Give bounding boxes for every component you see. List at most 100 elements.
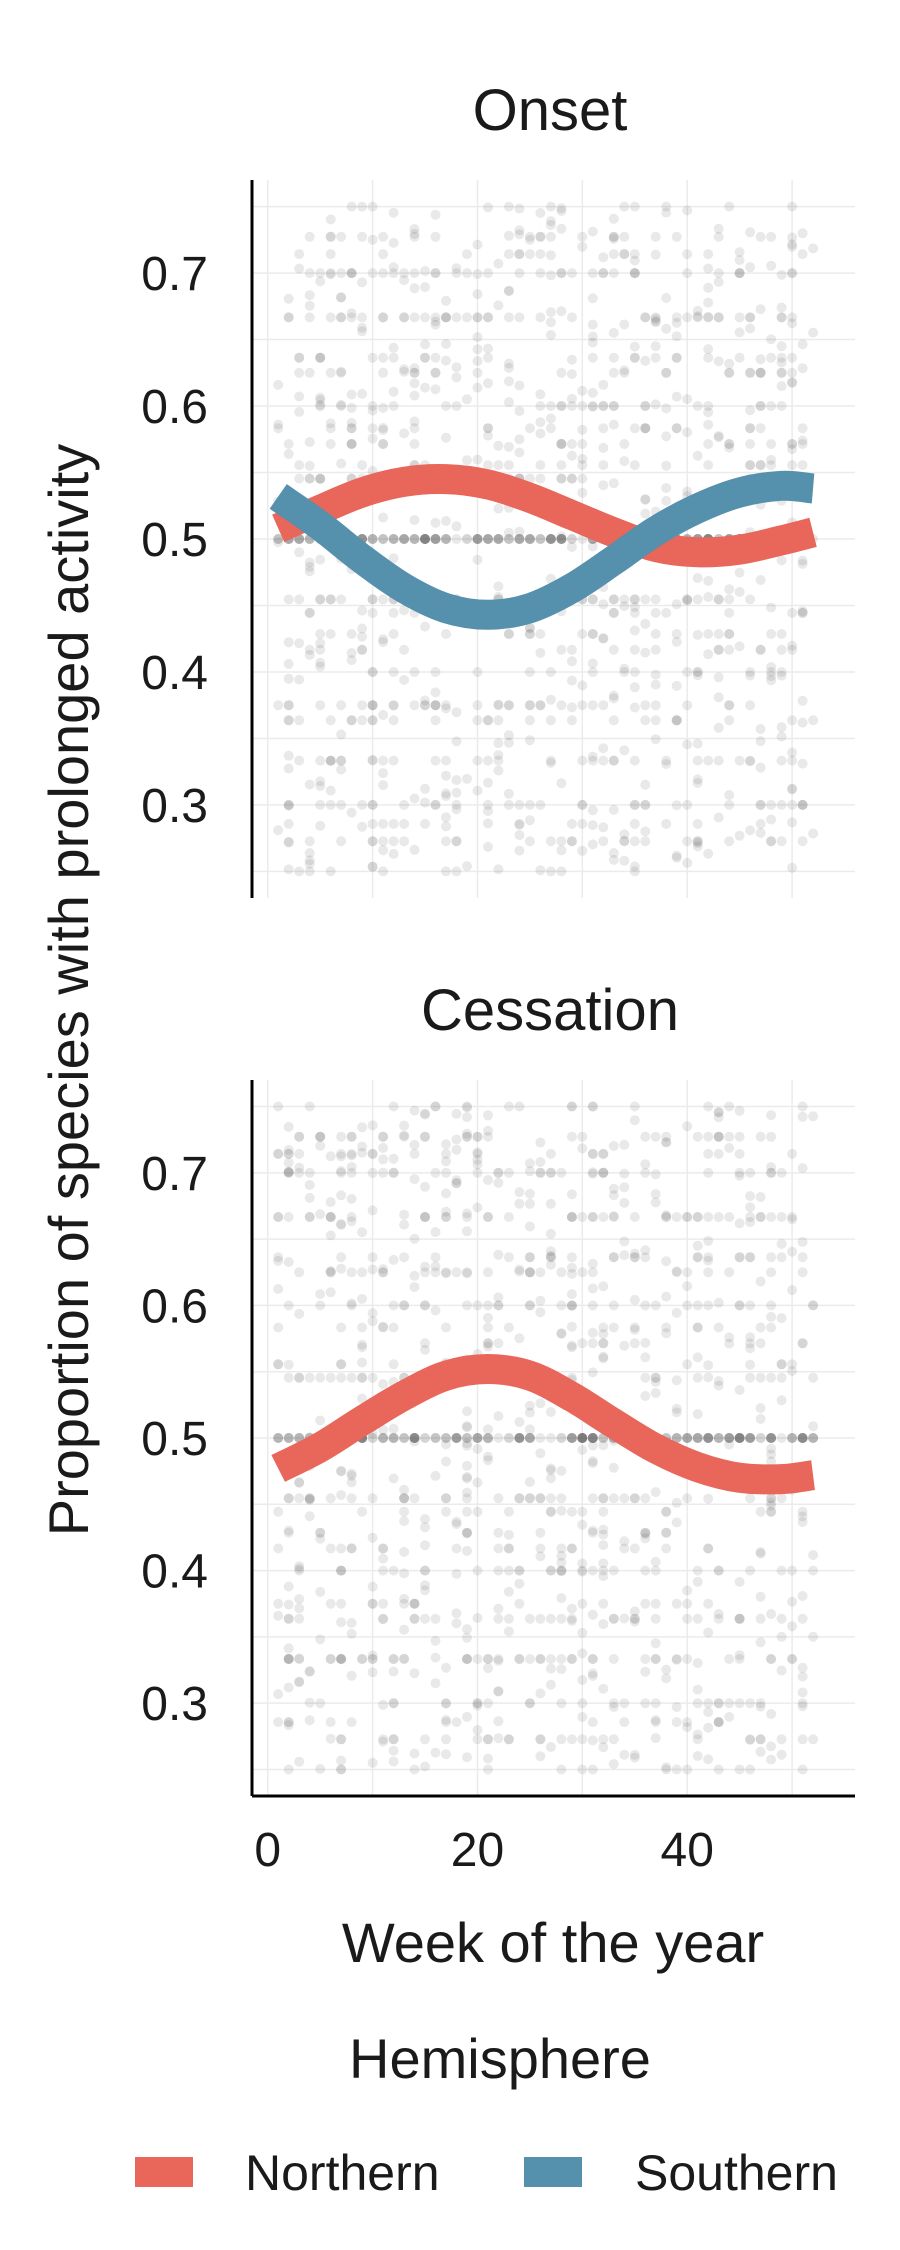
data-point (524, 234, 535, 245)
data-point (734, 1433, 745, 1443)
data-point (587, 1433, 598, 1443)
data-point (545, 715, 556, 726)
data-point (325, 866, 336, 877)
data-point (724, 629, 735, 639)
data-point (388, 1698, 399, 1709)
data-point (493, 534, 504, 544)
data-point (304, 1212, 315, 1222)
data-point (514, 845, 525, 856)
data-point (409, 1433, 420, 1443)
data-point (283, 1720, 294, 1731)
data-point (797, 1433, 808, 1443)
data-point (713, 812, 724, 823)
data-point (336, 231, 347, 242)
data-point (462, 1438, 472, 1449)
data-point (346, 308, 357, 319)
data-point (608, 715, 619, 726)
data-point (388, 342, 399, 353)
data-point (755, 1433, 766, 1443)
data-point (367, 1205, 378, 1216)
data-point (514, 1578, 525, 1589)
data-point (629, 1212, 640, 1222)
data-point (472, 554, 483, 565)
data-point (336, 1148, 347, 1159)
data-point (598, 1351, 609, 1362)
data-point (430, 1678, 441, 1689)
data-point (503, 1734, 514, 1745)
data-point (441, 1698, 451, 1709)
data-point (503, 1543, 514, 1554)
data-point (294, 1308, 305, 1319)
data-point (545, 1167, 556, 1178)
data-point (703, 1433, 714, 1443)
data-point (388, 1734, 399, 1745)
data-point (587, 1433, 598, 1443)
data-point (399, 1546, 410, 1557)
data-point (608, 1698, 619, 1709)
data-point (797, 1662, 808, 1673)
data-point (283, 1643, 294, 1654)
data-point (420, 352, 430, 363)
data-point (304, 1101, 315, 1112)
data-point (640, 508, 651, 519)
data-point (524, 700, 535, 711)
data-point (357, 1357, 368, 1368)
data-point (587, 1367, 598, 1378)
data-point (472, 1613, 483, 1623)
data-point (545, 1259, 556, 1270)
data-point (671, 680, 682, 691)
data-point (514, 830, 525, 841)
data-point (692, 1131, 703, 1142)
data-point (514, 447, 525, 458)
data-point (587, 293, 598, 304)
data-point (283, 1764, 294, 1775)
data-point (524, 1433, 535, 1443)
data-point (472, 289, 483, 300)
data-point (409, 1598, 420, 1609)
data-point (766, 352, 777, 363)
data-point (336, 401, 347, 411)
data-point (703, 1267, 714, 1278)
data-point (577, 1143, 588, 1154)
data-point (713, 1297, 724, 1308)
data-point (787, 1359, 798, 1370)
data-point (378, 1699, 389, 1710)
data-point (692, 311, 703, 322)
data-point (430, 231, 441, 242)
data-point (535, 1654, 546, 1664)
panel-onset: Onset 0.30.40.50.60.7 (141, 78, 855, 898)
data-point (304, 473, 315, 484)
data-point (420, 534, 430, 544)
data-point (776, 1665, 787, 1676)
data-point (703, 312, 714, 323)
data-point (598, 1493, 609, 1504)
data-point (755, 354, 766, 365)
data-point (399, 1654, 410, 1664)
data-point (776, 1749, 787, 1760)
data-point (608, 607, 619, 618)
data-point (388, 1359, 399, 1370)
data-point (441, 1433, 451, 1443)
data-point (640, 1391, 651, 1401)
data-point (378, 1321, 389, 1332)
data-point (503, 700, 514, 711)
data-point (524, 622, 535, 633)
data-point (336, 292, 347, 303)
data-point (462, 1711, 472, 1722)
data-point (787, 460, 798, 471)
data-point (797, 1591, 808, 1601)
data-point (556, 836, 567, 847)
data-point (703, 1433, 714, 1443)
data-point (524, 667, 535, 677)
data-point (462, 1506, 472, 1517)
data-point (346, 1150, 357, 1161)
data-point (577, 1566, 588, 1577)
data-point (692, 836, 703, 847)
data-point (797, 1338, 808, 1349)
data-point (629, 682, 640, 693)
data-point (535, 1137, 546, 1148)
data-point (483, 1433, 493, 1443)
data-point (724, 1143, 735, 1153)
data-point (755, 1433, 766, 1443)
data-point (776, 401, 787, 411)
